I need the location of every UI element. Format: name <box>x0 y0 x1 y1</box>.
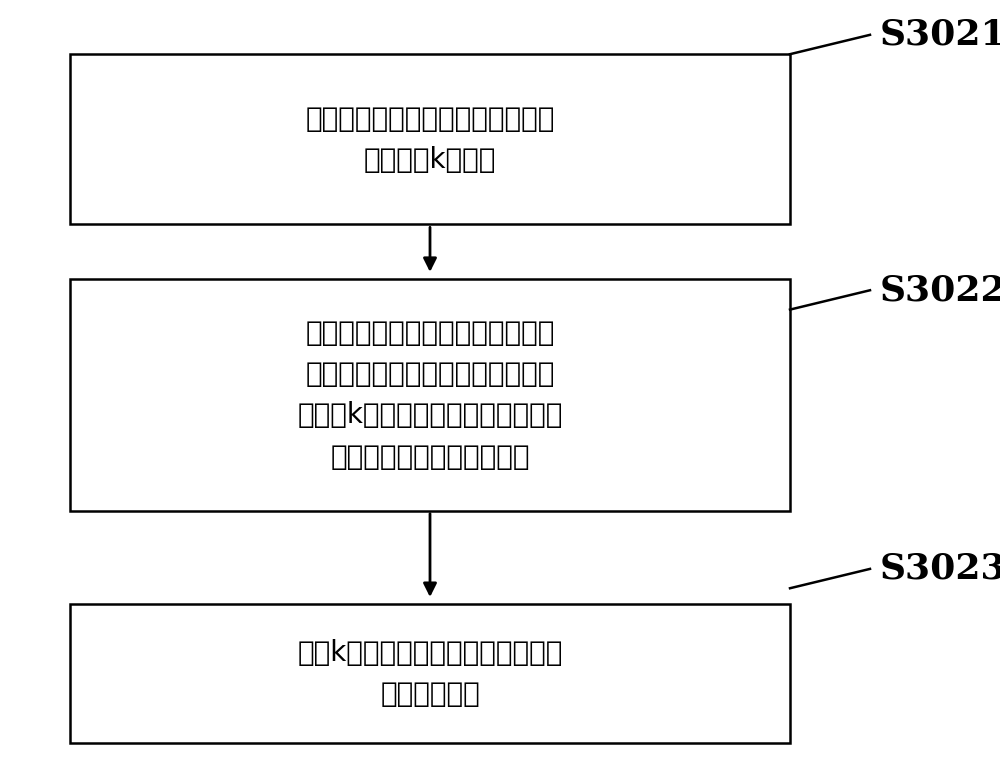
Text: S3021: S3021 <box>880 18 1000 52</box>
Bar <box>70 279 790 511</box>
Text: 将多流时空特性流量矩阵中的数据
点作为结点，将每个结点与其相邻
最近的k个结点直接相连，用欧式距
离表示结点之间的连接权重: 将多流时空特性流量矩阵中的数据 点作为结点，将每个结点与其相邻 最近的k个结点直… <box>297 319 563 471</box>
Text: S3022: S3022 <box>880 273 1000 307</box>
Bar <box>70 54 790 224</box>
Text: 根据多流时空特性流量矩阵中的数
据点构造k邻近图: 根据多流时空特性流量矩阵中的数 据点构造k邻近图 <box>305 104 555 174</box>
Bar <box>70 604 790 743</box>
Text: S3023: S3023 <box>880 552 1000 586</box>
Text: 通过k邻近图计算结点与结点之间的
最短路径矩阵: 通过k邻近图计算结点与结点之间的 最短路径矩阵 <box>297 639 563 708</box>
